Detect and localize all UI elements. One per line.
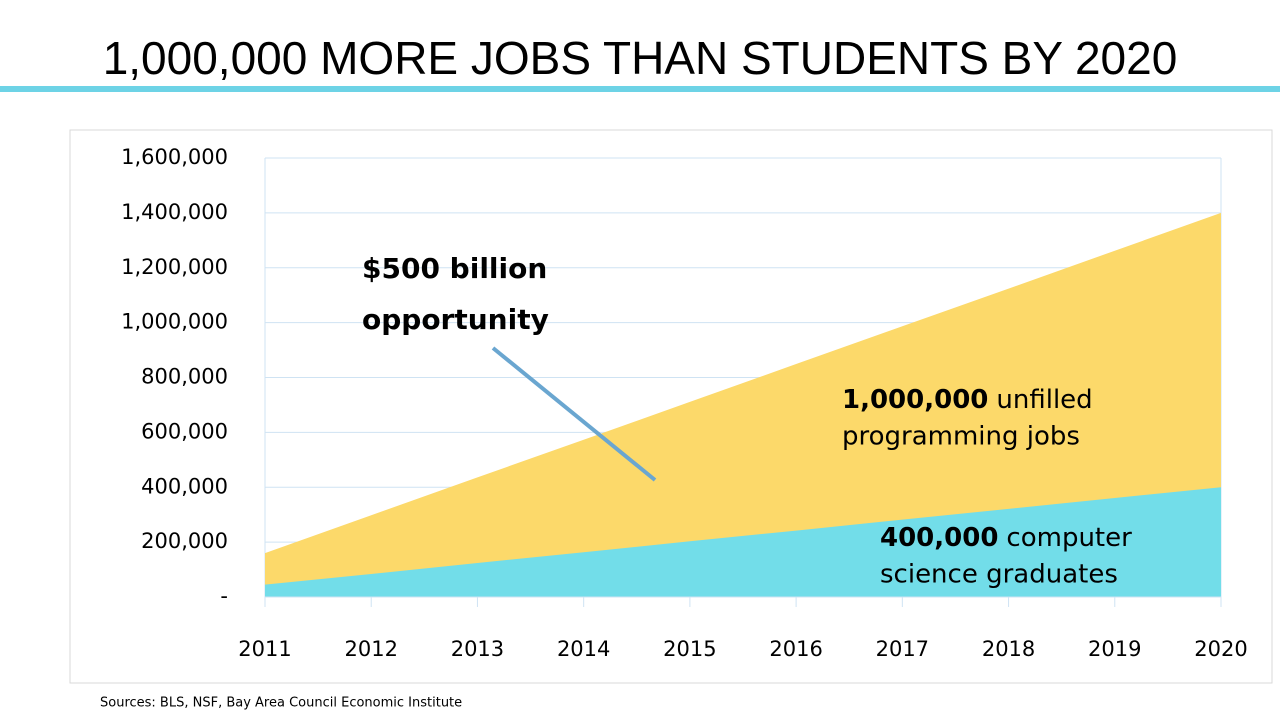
y-tick-label: 1,600,000 xyxy=(121,145,228,169)
y-tick-label: 1,200,000 xyxy=(121,255,228,279)
annotation: science graduates xyxy=(880,560,1118,590)
x-tick-label: 2014 xyxy=(557,637,610,661)
y-tick-label: 600,000 xyxy=(141,419,228,443)
annotation-bold: 400,000 xyxy=(880,523,998,553)
x-tick-label: 2012 xyxy=(344,637,397,661)
x-tick-label: 2019 xyxy=(1088,637,1141,661)
x-tick-label: 2016 xyxy=(769,637,822,661)
x-tick-label: 2017 xyxy=(876,637,929,661)
annotation: programming jobs xyxy=(842,422,1080,452)
x-tick-label: 2013 xyxy=(451,637,504,661)
x-tick-label: 2015 xyxy=(663,637,716,661)
source-note: Sources: BLS, NSF, Bay Area Council Econ… xyxy=(100,696,462,711)
annotation: $500 billion xyxy=(362,252,547,285)
x-tick-label: 2020 xyxy=(1194,637,1247,661)
annotation: 1,000,000 unfilled xyxy=(842,385,1093,415)
area xyxy=(265,212,1221,597)
y-tick-label: 1,000,000 xyxy=(121,310,228,334)
x-tick-label: 2011 xyxy=(238,637,291,661)
x-tick-label: 2018 xyxy=(982,637,1035,661)
y-tick-label: 1,400,000 xyxy=(121,200,228,224)
y-tick-label: 200,000 xyxy=(141,529,228,553)
annotation: 400,000 computer xyxy=(880,523,1132,553)
annotation-text: computer xyxy=(1006,523,1132,553)
title-bar xyxy=(0,86,1280,92)
y-tick-label: 800,000 xyxy=(141,365,228,389)
slide-title: 1,000,000 MORE JOBS THAN STUDENTS BY 202… xyxy=(103,32,1178,84)
y-tick-label: - xyxy=(220,584,228,608)
annotation-text: unfilled xyxy=(996,385,1092,415)
area xyxy=(265,487,1221,597)
annotation: opportunity xyxy=(362,303,549,336)
y-tick-label: 400,000 xyxy=(141,474,228,498)
pointer-arrow xyxy=(491,346,657,482)
annotation-bold: 1,000,000 xyxy=(842,385,988,415)
